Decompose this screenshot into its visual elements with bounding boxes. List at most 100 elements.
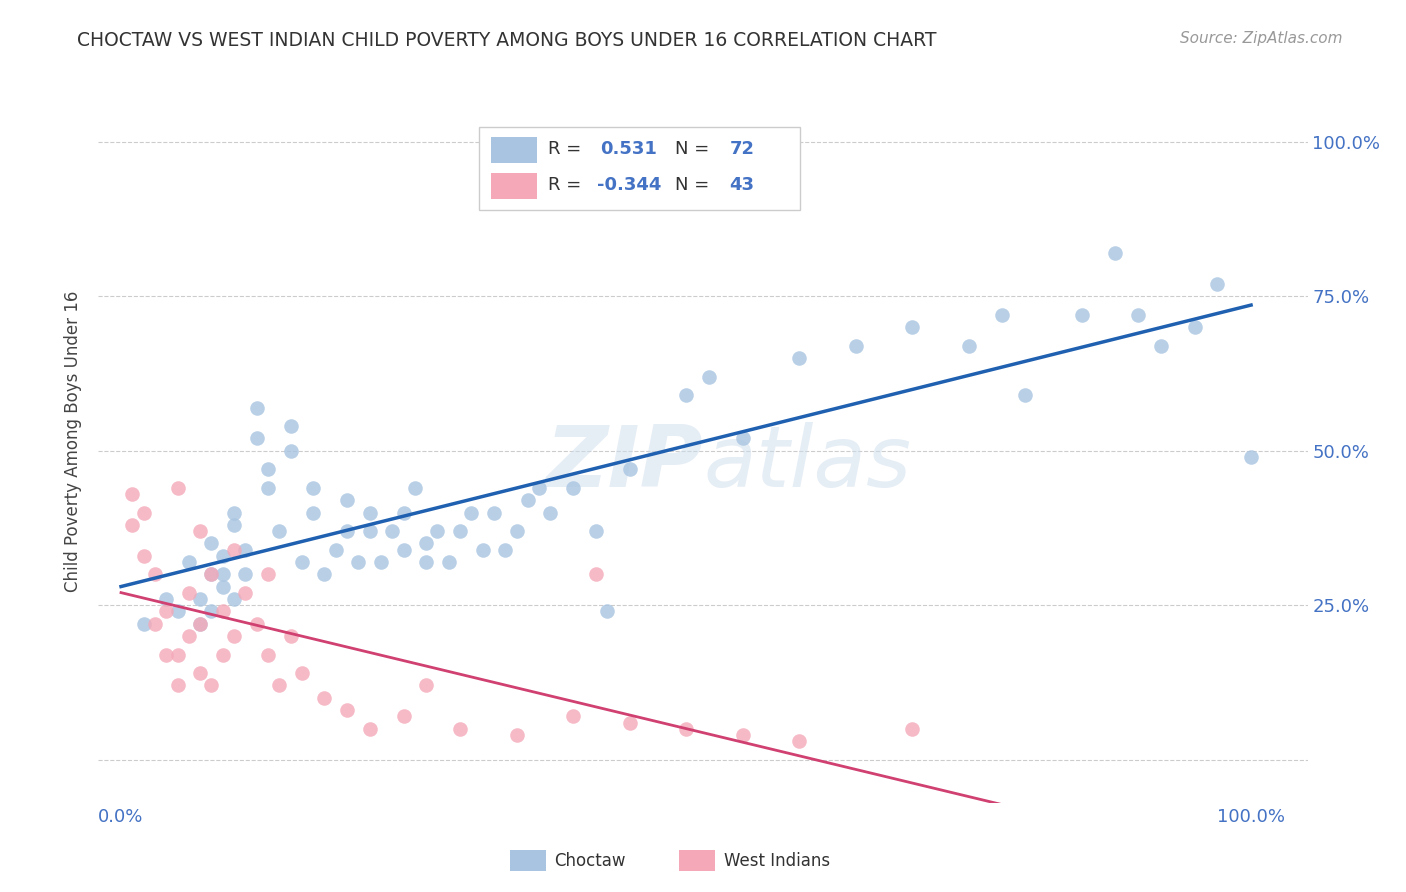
Text: ZIP: ZIP bbox=[546, 422, 703, 505]
Point bbox=[731, 432, 754, 446]
Point bbox=[314, 567, 336, 582]
Text: 43: 43 bbox=[730, 176, 755, 194]
Point bbox=[188, 524, 211, 538]
Point bbox=[177, 629, 200, 643]
Point bbox=[359, 722, 381, 736]
Point bbox=[257, 481, 280, 495]
Point bbox=[596, 604, 619, 618]
Point bbox=[233, 586, 256, 600]
Point bbox=[200, 567, 222, 582]
Point bbox=[222, 506, 245, 520]
Point bbox=[845, 339, 868, 353]
Point bbox=[155, 648, 177, 662]
Point bbox=[246, 401, 269, 415]
Point bbox=[222, 517, 245, 532]
Text: Choctaw: Choctaw bbox=[554, 852, 626, 870]
Point bbox=[901, 320, 924, 334]
Point bbox=[177, 555, 200, 569]
Point bbox=[392, 542, 415, 557]
Point bbox=[1150, 339, 1173, 353]
Point bbox=[1184, 320, 1206, 334]
Point bbox=[121, 487, 143, 501]
FancyBboxPatch shape bbox=[492, 137, 537, 163]
Point bbox=[505, 728, 527, 742]
Text: Source: ZipAtlas.com: Source: ZipAtlas.com bbox=[1180, 31, 1343, 46]
Text: N =: N = bbox=[675, 176, 710, 194]
Point bbox=[460, 506, 482, 520]
Point bbox=[1126, 308, 1149, 322]
Point bbox=[166, 678, 188, 692]
Point bbox=[302, 481, 325, 495]
Point bbox=[246, 432, 269, 446]
Point bbox=[188, 666, 211, 681]
Point bbox=[585, 524, 607, 538]
Point bbox=[336, 703, 359, 717]
FancyBboxPatch shape bbox=[492, 173, 537, 200]
FancyBboxPatch shape bbox=[679, 850, 716, 871]
FancyBboxPatch shape bbox=[479, 128, 800, 211]
Point bbox=[538, 506, 561, 520]
Point bbox=[426, 524, 449, 538]
Point bbox=[132, 616, 155, 631]
Point bbox=[1070, 308, 1092, 322]
Point bbox=[370, 555, 392, 569]
Point bbox=[381, 524, 404, 538]
Point bbox=[562, 481, 585, 495]
Point bbox=[155, 592, 177, 607]
Point bbox=[211, 648, 233, 662]
Point bbox=[200, 536, 222, 550]
Point bbox=[143, 616, 166, 631]
Point bbox=[482, 506, 505, 520]
Point bbox=[1014, 388, 1036, 402]
Point bbox=[415, 536, 437, 550]
Point bbox=[359, 506, 381, 520]
Point bbox=[200, 678, 222, 692]
Point bbox=[269, 524, 291, 538]
Point bbox=[211, 580, 233, 594]
Point bbox=[246, 616, 269, 631]
Text: atlas: atlas bbox=[703, 422, 911, 505]
Point bbox=[200, 567, 222, 582]
Point bbox=[392, 506, 415, 520]
Point bbox=[233, 567, 256, 582]
Point bbox=[471, 542, 494, 557]
Point bbox=[336, 524, 359, 538]
Y-axis label: Child Poverty Among Boys Under 16: Child Poverty Among Boys Under 16 bbox=[65, 291, 83, 592]
Point bbox=[437, 555, 460, 569]
Text: West Indians: West Indians bbox=[724, 852, 830, 870]
Point bbox=[211, 604, 233, 618]
Text: 0.531: 0.531 bbox=[600, 140, 657, 158]
Point bbox=[1240, 450, 1263, 464]
Point bbox=[211, 567, 233, 582]
Text: N =: N = bbox=[675, 140, 710, 158]
Point bbox=[200, 604, 222, 618]
Point bbox=[347, 555, 370, 569]
Point bbox=[415, 555, 437, 569]
Point bbox=[121, 517, 143, 532]
Point bbox=[291, 555, 314, 569]
Point bbox=[269, 678, 291, 692]
Point bbox=[314, 690, 336, 705]
Point bbox=[392, 709, 415, 723]
Point bbox=[449, 722, 471, 736]
Text: R =: R = bbox=[548, 140, 582, 158]
Point bbox=[132, 549, 155, 563]
Point bbox=[415, 678, 437, 692]
Point bbox=[257, 567, 280, 582]
Point bbox=[222, 629, 245, 643]
Point bbox=[188, 592, 211, 607]
Point bbox=[404, 481, 426, 495]
Point bbox=[222, 542, 245, 557]
Point bbox=[619, 715, 641, 730]
Point bbox=[325, 542, 347, 557]
Point bbox=[1104, 246, 1126, 260]
Point bbox=[991, 308, 1014, 322]
Point bbox=[280, 419, 302, 434]
Text: CHOCTAW VS WEST INDIAN CHILD POVERTY AMONG BOYS UNDER 16 CORRELATION CHART: CHOCTAW VS WEST INDIAN CHILD POVERTY AMO… bbox=[77, 31, 936, 50]
Text: -0.344: -0.344 bbox=[596, 176, 661, 194]
Point bbox=[527, 481, 550, 495]
Point bbox=[166, 604, 188, 618]
Point bbox=[280, 443, 302, 458]
Point bbox=[1206, 277, 1229, 291]
Point bbox=[222, 592, 245, 607]
